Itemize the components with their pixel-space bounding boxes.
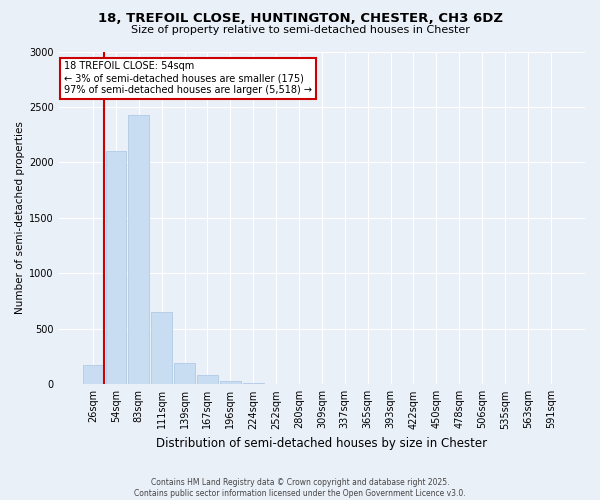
Bar — [220, 381, 241, 384]
Bar — [151, 312, 172, 384]
Text: Contains HM Land Registry data © Crown copyright and database right 2025.
Contai: Contains HM Land Registry data © Crown c… — [134, 478, 466, 498]
Text: Size of property relative to semi-detached houses in Chester: Size of property relative to semi-detach… — [131, 25, 469, 35]
Bar — [106, 152, 126, 384]
Bar — [174, 363, 195, 384]
Bar — [128, 114, 149, 384]
Text: 18, TREFOIL CLOSE, HUNTINGTON, CHESTER, CH3 6DZ: 18, TREFOIL CLOSE, HUNTINGTON, CHESTER, … — [97, 12, 503, 26]
Text: 18 TREFOIL CLOSE: 54sqm
← 3% of semi-detached houses are smaller (175)
97% of se: 18 TREFOIL CLOSE: 54sqm ← 3% of semi-det… — [64, 62, 312, 94]
Bar — [83, 365, 103, 384]
Bar — [243, 383, 263, 384]
Bar — [197, 376, 218, 384]
Y-axis label: Number of semi-detached properties: Number of semi-detached properties — [15, 122, 25, 314]
X-axis label: Distribution of semi-detached houses by size in Chester: Distribution of semi-detached houses by … — [157, 437, 487, 450]
